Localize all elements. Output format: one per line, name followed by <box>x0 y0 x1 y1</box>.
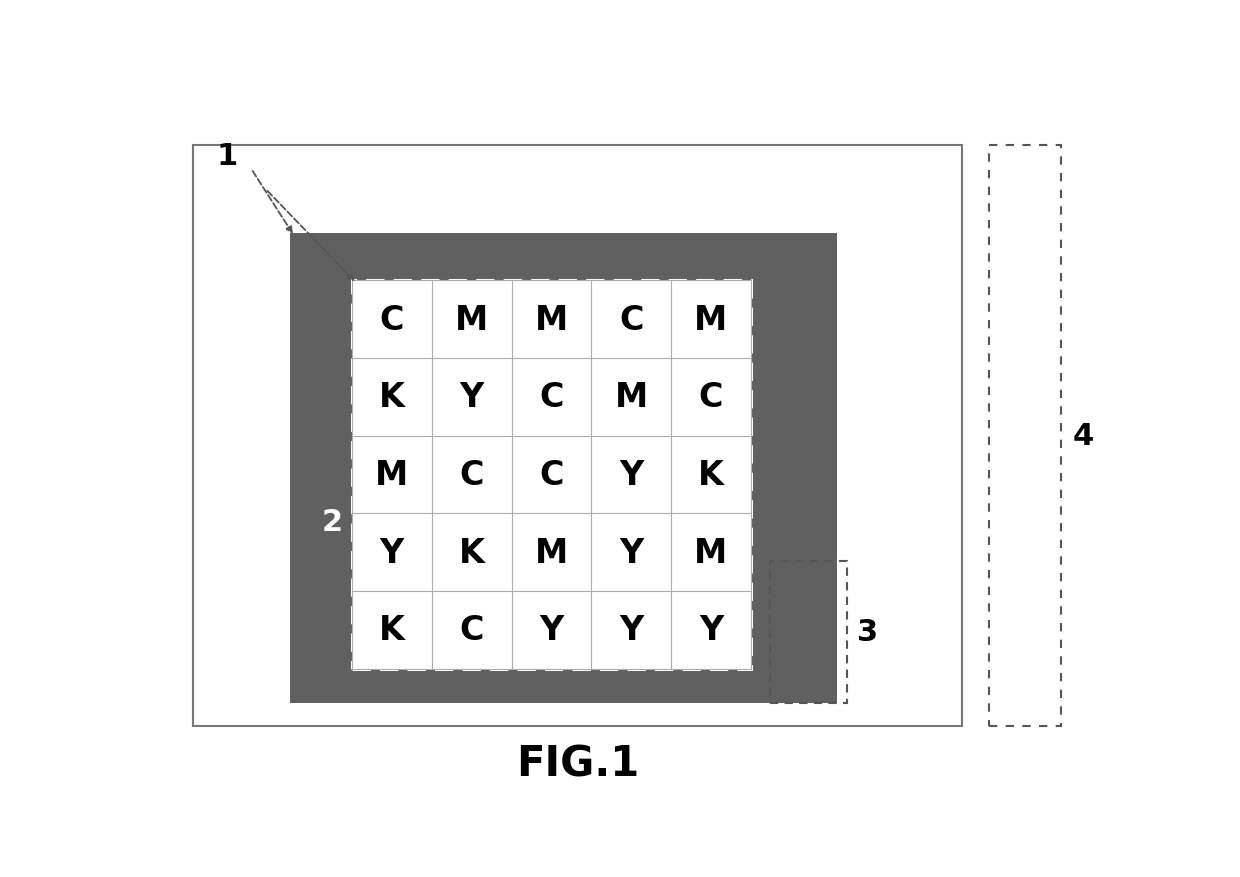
Bar <box>352 281 751 669</box>
Text: K: K <box>379 381 404 414</box>
Text: K: K <box>459 536 485 569</box>
Text: M: M <box>534 303 568 336</box>
Text: Y: Y <box>699 614 723 646</box>
Text: M: M <box>534 536 568 569</box>
Text: M: M <box>615 381 647 414</box>
Text: Y: Y <box>379 536 404 569</box>
Text: K: K <box>698 459 724 491</box>
Text: Y: Y <box>619 459 644 491</box>
Bar <box>770 561 847 702</box>
Text: 4: 4 <box>1073 422 1094 451</box>
Text: K: K <box>379 614 404 646</box>
Bar <box>990 146 1061 726</box>
Text: FIG.1: FIG.1 <box>516 743 640 785</box>
Text: M: M <box>694 303 728 336</box>
Text: C: C <box>619 303 644 336</box>
Bar <box>290 233 837 702</box>
Bar <box>193 146 962 726</box>
Text: Y: Y <box>619 536 644 569</box>
Text: C: C <box>379 303 404 336</box>
Text: C: C <box>698 381 723 414</box>
Text: 3: 3 <box>857 617 878 646</box>
Bar <box>352 281 751 669</box>
Text: Y: Y <box>460 381 484 414</box>
Text: C: C <box>459 614 484 646</box>
Text: C: C <box>539 381 564 414</box>
Text: C: C <box>539 459 564 491</box>
Text: M: M <box>694 536 728 569</box>
Text: M: M <box>376 459 408 491</box>
Text: 2: 2 <box>321 507 342 536</box>
Text: C: C <box>459 459 484 491</box>
Text: 1: 1 <box>217 141 238 170</box>
Text: Y: Y <box>539 614 563 646</box>
Text: M: M <box>455 303 489 336</box>
Text: Y: Y <box>619 614 644 646</box>
